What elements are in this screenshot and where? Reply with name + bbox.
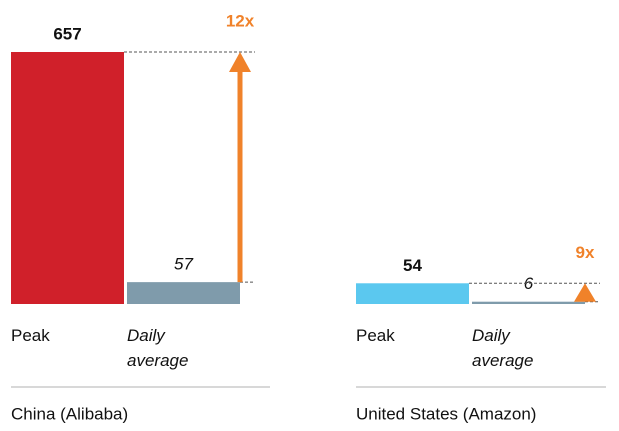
category-label: Peak: [356, 326, 395, 345]
category-label: Daily average: [127, 326, 189, 370]
arrow-head: [574, 283, 596, 302]
bar: [356, 283, 469, 304]
category-label: Peak: [11, 326, 50, 345]
value-label: 57: [174, 255, 193, 274]
value-label: 6: [524, 274, 534, 293]
category-label: Daily average: [472, 326, 534, 370]
value-label: 657: [53, 24, 81, 43]
annotation: 9x: [576, 243, 595, 262]
annotation: 12x: [226, 11, 255, 30]
bar: [11, 52, 124, 304]
group-title: United States (Amazon): [356, 404, 536, 423]
group-title: China (Alibaba): [11, 404, 128, 423]
bar: [127, 282, 240, 304]
bar: [472, 301, 585, 304]
value-label: 54: [403, 256, 422, 275]
arrow-head: [229, 52, 251, 72]
